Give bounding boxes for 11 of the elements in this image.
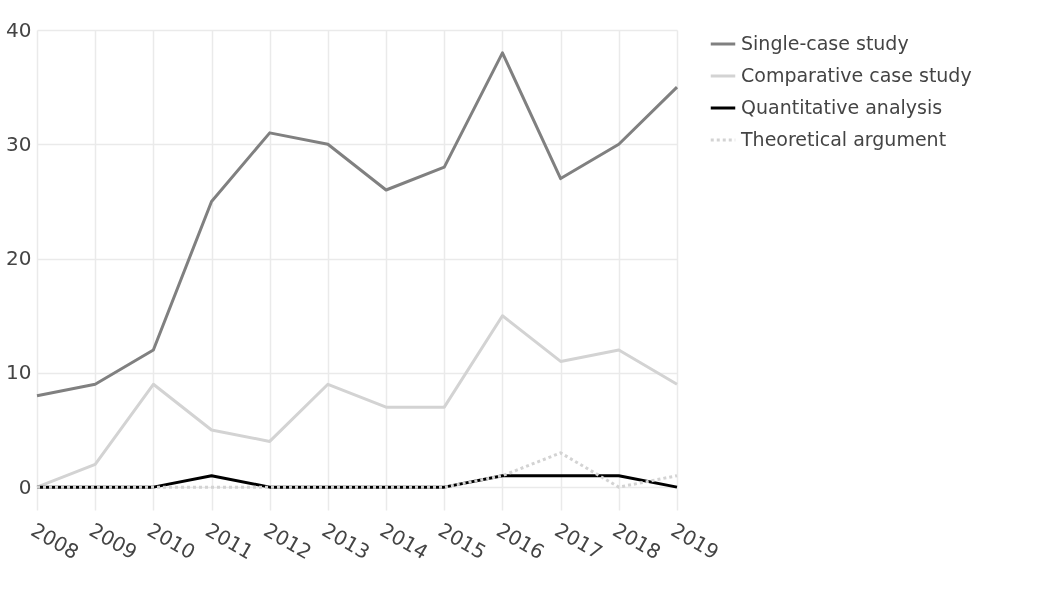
y-tick-label: 40 (6, 17, 32, 42)
y-tick-label: 10 (6, 360, 32, 385)
y-tick-label: 30 (6, 131, 32, 156)
x-tick-label: 2017 (550, 517, 607, 565)
legend-label: Quantitative analysis (741, 96, 943, 118)
legend-label: Single-case study (741, 32, 909, 54)
legend-label: Theoretical argument (740, 128, 947, 150)
legend-label: Comparative case study (741, 64, 972, 86)
y-tick-label: 0 (18, 474, 32, 499)
y-tick-label: 20 (6, 246, 32, 271)
line-series (35, 51, 679, 398)
